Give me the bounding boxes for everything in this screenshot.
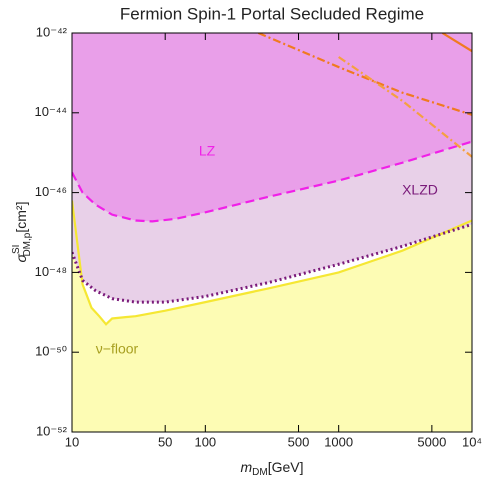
y-label-symbol: σ [13, 253, 29, 262]
x-label-unit: [GeV] [268, 459, 304, 475]
x-tick-label: 10⁴ [462, 434, 482, 449]
y-tick-label: 10⁻⁴⁶ [35, 184, 67, 199]
x-axis-label: mDM[GeV] [240, 459, 303, 478]
plot-area [72, 33, 472, 432]
series-label: XLZD [402, 182, 438, 198]
region-fill [72, 33, 472, 222]
x-label-symbol: m [240, 459, 252, 475]
y-tick-label: 10⁻⁵⁰ [35, 344, 67, 359]
x-tick-label: 50 [158, 434, 172, 449]
y-label-sub: DM,p [22, 232, 33, 256]
series-line [72, 140, 472, 223]
series-line [257, 33, 472, 116]
y-tick-label: 10⁻⁴⁴ [35, 104, 68, 119]
x-label-sub: DM [252, 467, 268, 478]
series-line [72, 222, 472, 304]
y-tick-label: 10⁻⁴⁸ [35, 264, 67, 279]
series-line [441, 33, 472, 53]
region-fill [72, 200, 472, 432]
y-axis-label: σSIDM,p[cm²] [11, 202, 33, 263]
series-label: LZ [199, 143, 216, 159]
y-label-sup: SI [11, 245, 22, 254]
x-tick-label: 1000 [324, 434, 353, 449]
x-tick-label: 500 [288, 434, 310, 449]
x-tick-label: 5000 [417, 434, 446, 449]
y-tick-label: 10⁻⁴² [36, 24, 68, 39]
series-line [72, 200, 472, 326]
series-label: ν−floor [96, 341, 139, 357]
x-tick-label: 10 [65, 434, 79, 449]
chart-title: Fermion Spin-1 Portal Secluded Regime [120, 4, 424, 23]
y-label-unit: [cm²] [13, 202, 29, 233]
y-tick-label: 10⁻⁵² [36, 423, 68, 438]
x-tick-label: 100 [194, 434, 216, 449]
plot-frame [71, 32, 473, 433]
